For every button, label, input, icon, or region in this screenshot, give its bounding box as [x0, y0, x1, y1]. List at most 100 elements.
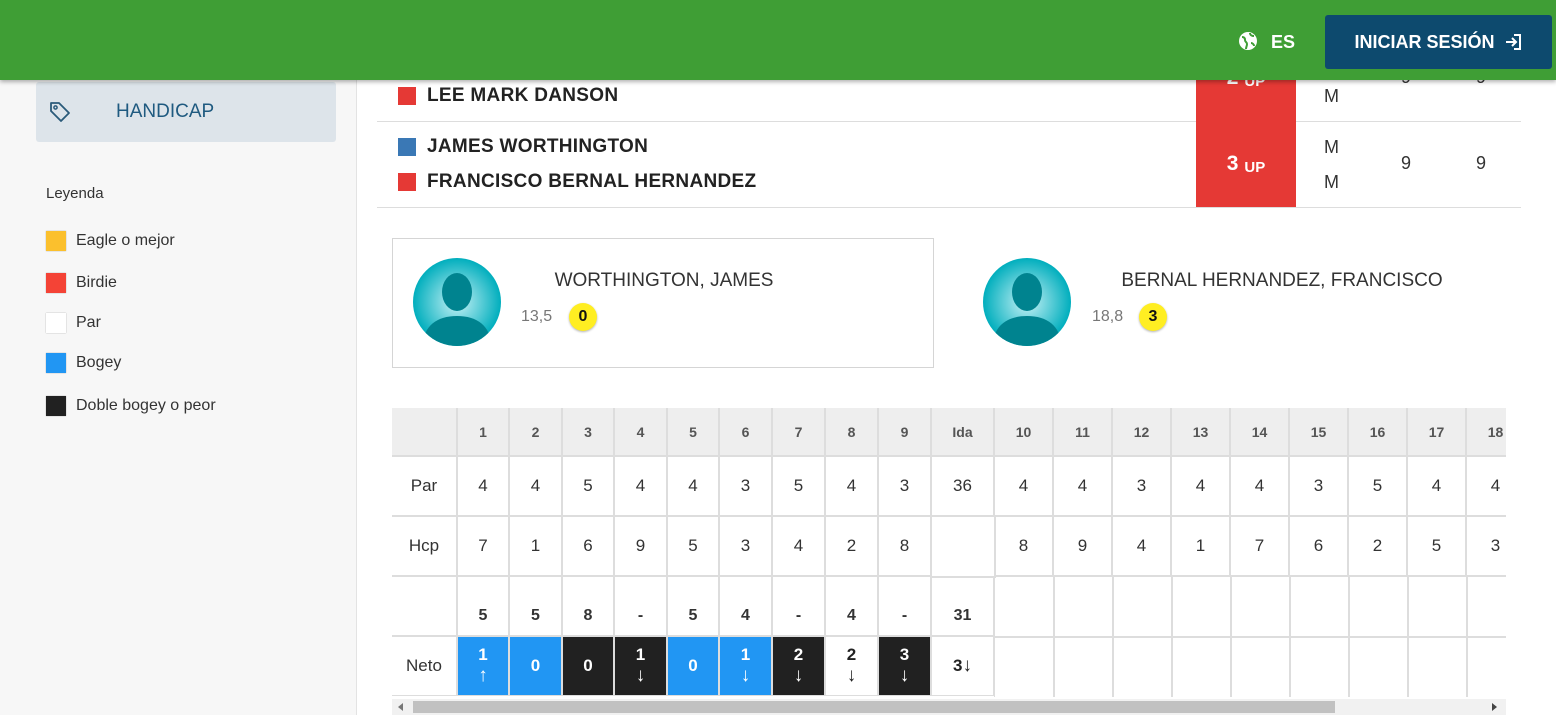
score-cell: 5 [1407, 516, 1466, 576]
tee: M [1324, 86, 1339, 106]
login-icon [1505, 34, 1521, 50]
score-cell: - [772, 576, 825, 636]
score-cell: 4 [825, 456, 878, 516]
score-cell: 5 [509, 576, 562, 636]
legend-swatch [46, 353, 66, 373]
score-cell: 3 [1466, 516, 1506, 576]
net-cell: 0 [667, 636, 719, 696]
empty-cell [994, 636, 1055, 697]
avatar-icon [413, 258, 501, 346]
empty-cell [1053, 636, 1114, 697]
net-cell: 1 ↓ [614, 636, 667, 696]
empty-cell [1348, 636, 1409, 697]
empty-cell [1466, 636, 1506, 697]
match-divider [377, 121, 1521, 122]
column-header: 11 [1053, 408, 1112, 456]
legend-label: Birdie [76, 274, 117, 291]
score-cell: 5 [772, 456, 825, 516]
net-arrow: ↓ [740, 665, 751, 686]
score-cell: 4 [994, 456, 1053, 516]
net-value: 0 [583, 656, 593, 675]
column-header: 12 [1112, 408, 1171, 456]
column-header: 2 [509, 408, 562, 456]
avatar-icon [983, 258, 1071, 346]
legend-swatch [46, 313, 66, 333]
login-button[interactable]: INICIAR SESIÓN [1325, 15, 1552, 69]
scrollbar-thumb [413, 701, 1335, 713]
empty-cell [994, 576, 1055, 638]
scroll-right [1492, 703, 1497, 711]
globe-icon[interactable] [1238, 31, 1258, 51]
language[interactable]: ES [1271, 32, 1296, 52]
column-header: 8 [825, 408, 878, 456]
net-value: 0 [688, 656, 698, 675]
column-header: 3 [562, 408, 614, 456]
score-cell: 31 [931, 576, 994, 636]
empty-cell [1112, 636, 1173, 697]
net-arrow: ↓ [846, 665, 857, 686]
empty-cell [1053, 576, 1114, 638]
avatar [983, 258, 1071, 346]
column-header: 9 [878, 408, 931, 456]
points-badge: 0 [569, 303, 597, 331]
score-cell: 6 [1289, 516, 1348, 576]
column-header [392, 408, 457, 456]
empty-cell [1348, 576, 1409, 638]
main: LEE MARK DANSON M 2 UP 9 9 JAMES WORTHINGTON M F… [357, 0, 1556, 715]
score-cell: 3 [1289, 456, 1348, 516]
legend-swatch [46, 396, 66, 416]
player-name: FRANCISCO BERNAL HERNANDEZ [427, 171, 757, 192]
row-label: Neto [392, 636, 457, 696]
score-cell: - [614, 576, 667, 636]
top-bar: ES INICIAR SESIÓN [0, 0, 1556, 80]
net-value: 1 [478, 645, 488, 664]
net-arrow: ↓ [962, 655, 972, 676]
player-name: JAMES WORTHINGTON [427, 136, 649, 157]
menu-label: HANDICAP [116, 101, 215, 122]
net-value: 3 [953, 656, 963, 675]
column-header: 17 [1407, 408, 1466, 456]
player-name: LEE MARK DANSON [427, 85, 619, 106]
result-value: 3 [1226, 152, 1239, 175]
score-cell: 4 [1230, 456, 1289, 516]
net-value: 2 [846, 645, 857, 664]
sidebar: HANDICAP Leyenda Eagle o mejor Birdie Par B… [0, 0, 357, 715]
score-cell: 4 [614, 456, 667, 516]
legend-label: Bogey [76, 354, 122, 371]
score-cell: 2 [1348, 516, 1407, 576]
score-cell: 2 [825, 516, 878, 576]
tee: M [1324, 172, 1339, 192]
net-cell: 2 ↓ [825, 636, 878, 696]
net-cell: 3 ↓ [878, 636, 931, 696]
score-cell: 3 [1112, 456, 1171, 516]
score-cell: 8 [994, 516, 1053, 576]
menu-item[interactable]: HANDICAP [36, 82, 336, 142]
scroll-left [398, 703, 403, 711]
score-cell: 4 [825, 576, 878, 636]
column-header: 1 [457, 408, 509, 456]
score-cell: 4 [1466, 456, 1506, 516]
match-divider [377, 207, 1521, 208]
column-header: 6 [719, 408, 772, 456]
avatar [413, 258, 501, 346]
tee: M [1324, 137, 1339, 157]
net-value: 0 [530, 656, 541, 675]
score-cell: 9 [1053, 516, 1112, 576]
empty-cell [1230, 636, 1291, 697]
score-cell: 8 [878, 516, 931, 576]
row-label: Par [392, 456, 457, 516]
column-header: 15 [1289, 408, 1348, 456]
legend-label: Par [76, 314, 101, 331]
score-cell: - [878, 576, 931, 636]
score-cell: 8 [562, 576, 614, 636]
legend-label: Doble bogey o peor [76, 397, 216, 414]
legend-swatch [46, 231, 66, 251]
scrollbar [392, 699, 1506, 715]
score-cell: 5 [457, 576, 509, 636]
legend-title: Leyenda [46, 185, 104, 202]
empty-cell [1407, 576, 1468, 638]
score-cell: 4 [1407, 456, 1466, 516]
score-cell: 5 [667, 576, 719, 636]
result-unit: UP [1244, 158, 1266, 176]
